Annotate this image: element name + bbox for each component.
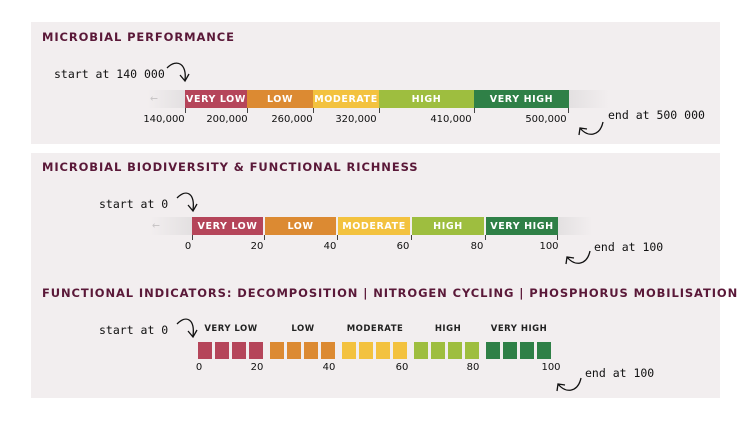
box-very-low [198, 342, 212, 359]
tick-label: 60 [395, 362, 409, 373]
segment-low: LOW [247, 90, 313, 108]
box-very-high [486, 342, 500, 359]
performance-scale-bar: VERY LOW LOW MODERATE HIGH VERY HIGH [185, 90, 569, 113]
tick-mark [247, 108, 248, 113]
tick-mark [337, 235, 338, 240]
start-arrow-icon [166, 62, 190, 83]
end-arrow-icon [556, 377, 582, 392]
tick-label: 200,000 [206, 114, 248, 125]
box-moderate [376, 342, 390, 359]
tick-mark [557, 235, 558, 240]
segment-very-low: VERY LOW [185, 90, 247, 108]
end-arrow-icon [565, 250, 591, 265]
tick-label: 410,000 [430, 114, 472, 125]
category-label-very-high: VERY HIGH [490, 324, 548, 334]
segment-low: LOW [265, 217, 336, 235]
tick-label: 40 [322, 362, 336, 373]
start-arrow-icon [176, 318, 198, 339]
box-moderate [342, 342, 356, 359]
tick-label: 260,000 [271, 114, 313, 125]
category-label-high: HIGH [434, 324, 462, 334]
box-low [287, 342, 301, 359]
microbial-performance-panel: MICROBIAL PERFORMANCE [31, 22, 720, 144]
scale-fade-right [569, 90, 609, 108]
box-high [465, 342, 479, 359]
tick-mark [379, 108, 380, 113]
box-low [270, 342, 284, 359]
tick-mark [568, 108, 569, 113]
segment-moderate: MODERATE [338, 217, 410, 235]
tick-mark [185, 108, 186, 113]
category-label-moderate: MODERATE [346, 324, 404, 334]
end-note: end at 100 [594, 240, 664, 254]
end-note: end at 100 [585, 366, 655, 380]
scale-fade-left [150, 217, 192, 235]
segment-high: HIGH [412, 217, 484, 235]
category-label-very-low: VERY LOW [204, 324, 258, 334]
tick-label: 20 [250, 241, 264, 252]
box-very-low [249, 342, 263, 359]
start-note: start at 0 [99, 323, 169, 337]
box-moderate [393, 342, 407, 359]
tick-label: 500,000 [525, 114, 567, 125]
box-high [414, 342, 428, 359]
panel-title: MICROBIAL PERFORMANCE [42, 30, 235, 44]
biodiversity-title: MICROBIAL BIODIVERSITY & FUNCTIONAL RICH… [42, 160, 419, 174]
start-arrow-icon [176, 192, 198, 213]
box-very-low [215, 342, 229, 359]
box-very-high [537, 342, 551, 359]
tick-mark [485, 235, 486, 240]
tick-mark [192, 235, 193, 240]
tick-label: 60 [396, 241, 410, 252]
tick-mark [313, 108, 314, 113]
tick-label: 140,000 [143, 114, 185, 125]
scale-fade-left [147, 90, 185, 108]
biodiversity-scale-bar: VERY LOW LOW MODERATE HIGH VERY HIGH [192, 217, 558, 240]
tick-label: 80 [466, 362, 480, 373]
scale-fade-right [558, 217, 592, 235]
tick-label: 20 [250, 362, 264, 373]
tick-label: 80 [470, 241, 484, 252]
segment-very-low: VERY LOW [192, 217, 263, 235]
start-note: start at 0 [99, 197, 169, 211]
tick-label: 0 [184, 241, 192, 252]
segment-high: HIGH [379, 90, 474, 108]
fade-arrow-left-icon: ← [152, 218, 160, 233]
box-very-high [503, 342, 517, 359]
segment-very-high: VERY HIGH [486, 217, 558, 235]
tick-mark [264, 235, 265, 240]
box-low [304, 342, 318, 359]
tick-mark [411, 235, 412, 240]
tick-label: 0 [195, 362, 203, 373]
box-high [431, 342, 445, 359]
box-very-low [232, 342, 246, 359]
segment-very-high: VERY HIGH [474, 90, 569, 108]
tick-label: 100 [541, 362, 561, 373]
box-very-high [520, 342, 534, 359]
start-note: start at 140 000 [54, 67, 165, 81]
biodiversity-functional-panel: MICROBIAL BIODIVERSITY & FUNCTIONAL RICH… [31, 153, 737, 398]
box-moderate [359, 342, 373, 359]
box-high [448, 342, 462, 359]
fade-arrow-left-icon: ← [150, 91, 158, 106]
tick-label: 320,000 [335, 114, 377, 125]
end-note: end at 500 000 [608, 108, 705, 122]
functional-indicators-title: FUNCTIONAL INDICATORS: DECOMPOSITION | N… [42, 286, 739, 300]
end-arrow-icon [578, 121, 604, 136]
box-low [321, 342, 335, 359]
segment-moderate: MODERATE [313, 90, 379, 108]
tick-label: 40 [323, 241, 337, 252]
category-label-low: LOW [291, 324, 315, 334]
tick-label: 100 [539, 241, 559, 252]
tick-mark [474, 108, 475, 113]
